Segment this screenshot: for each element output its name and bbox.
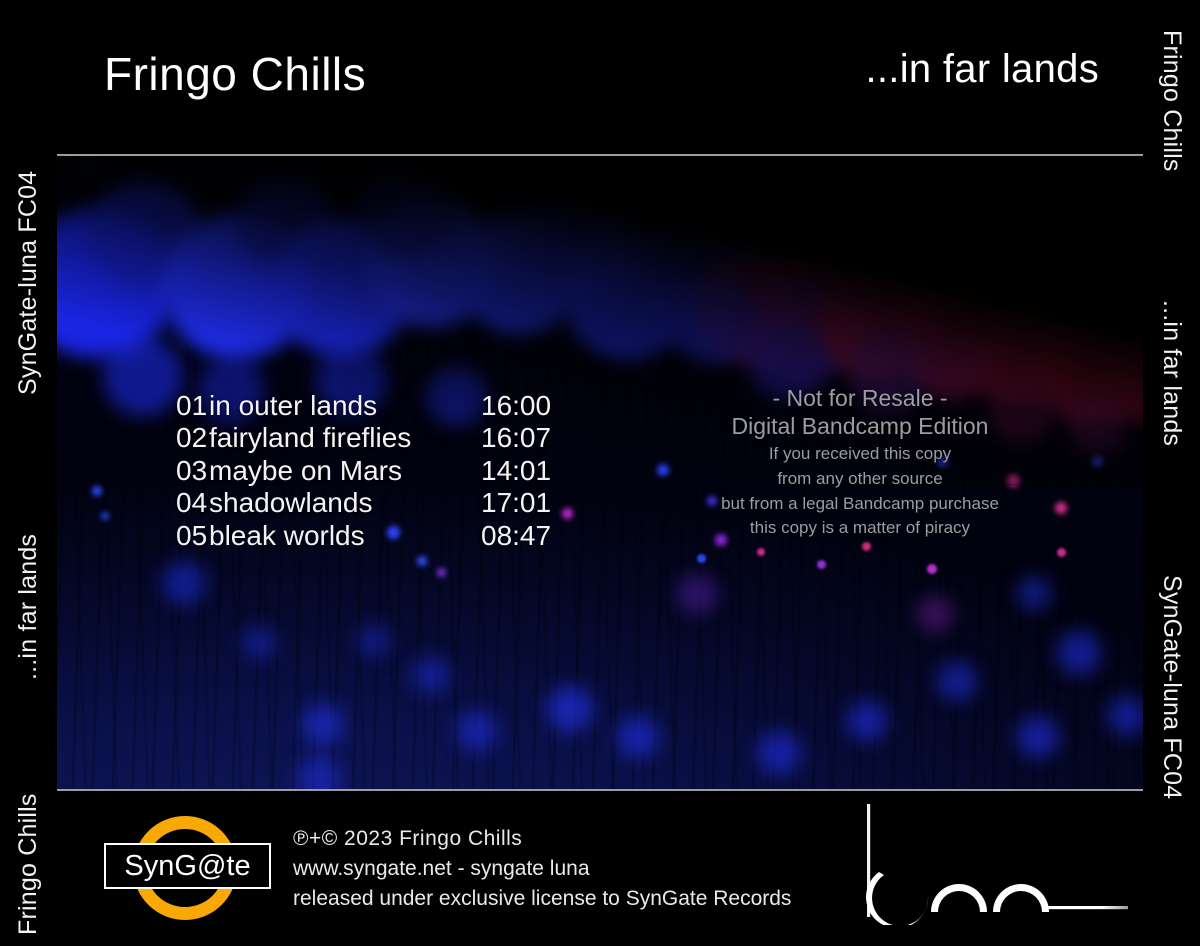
bokeh-circle: [1017, 716, 1059, 758]
bokeh-circle: [617, 716, 659, 758]
bokeh-circle: [677, 574, 717, 614]
bokeh-dot: [715, 534, 727, 546]
track-time: 14:01: [481, 454, 552, 486]
bokeh-circle: [357, 624, 391, 658]
notice-line-2: Digital Bandcamp Edition: [731, 413, 989, 440]
track-title: maybe on Mars: [209, 454, 402, 486]
track-row: 05 bleak worlds 08:47: [176, 520, 551, 552]
spine-left-title: ...in far lands: [14, 533, 42, 680]
track-row: 02 fairyland fireflies 16:07: [176, 422, 551, 454]
track-title: in outer lands: [209, 390, 378, 421]
notice-line-3: If you received this copy: [768, 444, 952, 464]
cover-header: Fringo Chills ...in far lands: [57, 0, 1143, 156]
bokeh-dot: [387, 526, 400, 539]
syngate-nameplate: SynG@te: [104, 843, 271, 889]
bokeh-dot: [562, 508, 573, 519]
album-title: ...in far lands: [865, 47, 1099, 91]
notice-line-6: this copy is a matter of piracy: [749, 518, 971, 538]
track-title: shadowlands: [209, 487, 373, 519]
bokeh-circle: [757, 731, 801, 775]
bokeh-dot: [1057, 548, 1066, 557]
copyright-line: ℗+© 2023 Fringo Chills: [293, 827, 523, 850]
spine-right-artist: Fringo Chills: [1158, 30, 1186, 172]
tracklist: 01 in outer lands 16:00 02 fairyland fir…: [176, 390, 551, 552]
spine-right-catalog: SynGate-luna FC04: [1158, 575, 1186, 800]
bokeh-dot: [92, 486, 102, 496]
track-number: 03: [176, 454, 208, 486]
track-number: 04: [176, 487, 208, 519]
notice-line-1: - Not for Resale -: [772, 385, 948, 411]
bokeh-circle: [162, 561, 206, 605]
divider-bottom: [57, 789, 1143, 791]
track-time: 08:47: [481, 519, 552, 551]
track-number: 01: [176, 390, 208, 421]
syngate-logo-text: SynG@te: [124, 849, 251, 882]
bokeh-circle: [1017, 576, 1051, 610]
bokeh-dot: [1055, 502, 1067, 514]
credits-block: ℗+© 2023 Fringo Chills www.syngate.net -…: [293, 824, 791, 914]
bokeh-dot: [757, 548, 765, 556]
bokeh-circle: [412, 656, 450, 694]
spine-right: Fringo Chills ...in far lands SynGate-lu…: [1143, 0, 1200, 946]
syngate-logo: SynG@te: [104, 814, 274, 922]
bokeh-circle: [547, 686, 593, 732]
bokeh-circle: [917, 596, 953, 632]
track-time: 17:01: [481, 487, 552, 519]
track-row: 01 in outer lands 16:00: [176, 390, 551, 422]
notice-line-4: from any other source: [777, 468, 943, 488]
notice-line-5: but from a legal Bandcamp purchase: [721, 493, 999, 513]
cover-footer: SynG@te ℗+© 2023 Fringo Chills www.synga…: [57, 790, 1143, 946]
track-time: 16:00: [481, 390, 552, 421]
bokeh-dot: [417, 556, 427, 566]
bokeh-circle: [847, 701, 887, 741]
bokeh-circle: [1057, 631, 1101, 675]
website-line: www.syngate.net - syngate luna: [293, 857, 590, 881]
bokeh-dot: [817, 560, 826, 569]
bokeh-dot: [697, 554, 706, 563]
track-row: 03 maybe on Mars 14:01: [176, 455, 551, 487]
spine-right-title: ...in far lands: [1158, 300, 1186, 447]
track-time: 16:07: [481, 422, 552, 454]
bokeh-circle: [1107, 696, 1145, 736]
cover-artwork: [57, 156, 1145, 790]
bokeh-circle: [457, 711, 497, 751]
bokeh-circle: [297, 756, 341, 790]
bokeh-dot: [927, 564, 937, 574]
track-title: bleak worlds: [209, 519, 365, 551]
artist-name: Fringo Chills: [104, 48, 367, 100]
divider-top: [57, 154, 1143, 156]
resale-notice: - Not for Resale - Digital Bandcamp Edit…: [700, 384, 1020, 539]
bokeh-circle: [937, 661, 977, 701]
bokeh-dot: [101, 512, 109, 520]
bokeh-dot: [707, 496, 717, 506]
track-title: fairyland fireflies: [209, 422, 412, 454]
luna-logo: [853, 800, 1133, 929]
track-number: 02: [176, 422, 208, 454]
bokeh-dot: [862, 542, 871, 551]
luna-logo-icon: [866, 804, 1128, 929]
spine-left: Fringo Chills ...in far lands SynGate-lu…: [0, 0, 57, 946]
spine-left-artist: Fringo Chills: [14, 793, 42, 935]
bokeh-dot: [437, 568, 446, 577]
license-line: released under exclusive license to SynG…: [293, 887, 792, 911]
track-row: 04 shadowlands 17:01: [176, 487, 551, 519]
track-number: 05: [176, 519, 208, 551]
artwork-top-shading: [57, 156, 1145, 486]
bokeh-circle: [242, 626, 276, 660]
spine-left-catalog: SynGate-luna FC04: [14, 170, 42, 395]
bokeh-circle: [302, 704, 344, 746]
